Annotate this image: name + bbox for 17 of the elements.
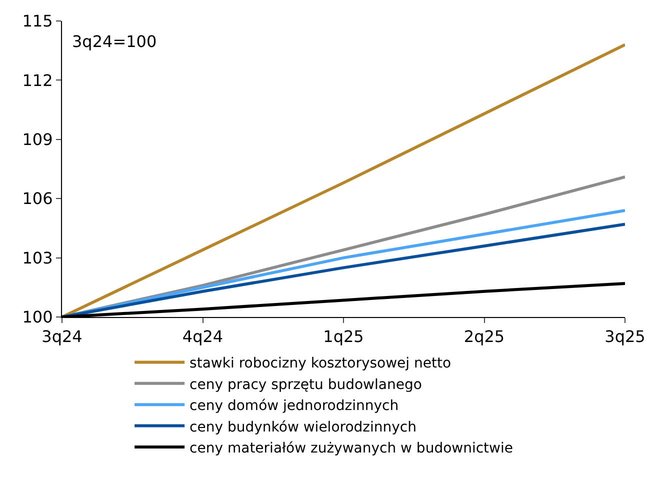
legend-label: ceny materiałów zużywanych w budownictwie — [190, 440, 513, 456]
y-tick-label: 109 — [22, 130, 53, 149]
y-tick-label: 106 — [22, 189, 53, 208]
x-tick-label: 2q25 — [464, 327, 505, 346]
legend-label: ceny domów jednorodzinnych — [190, 398, 399, 414]
x-tick-label: 4q24 — [182, 327, 224, 346]
x-tick-label: 1q25 — [323, 327, 364, 346]
legend-label: ceny pracy sprzętu budowlanego — [190, 376, 422, 393]
y-tick-label: 115 — [22, 12, 53, 31]
legend-label: ceny budynków wielorodzinnych — [190, 419, 417, 436]
x-tick-label: 3q24 — [42, 327, 82, 346]
x-tick-label: 3q25 — [604, 327, 646, 346]
y-tick-label: 100 — [22, 308, 53, 327]
y-tick-label: 103 — [22, 248, 53, 268]
legend-label: stawki robocizny kosztorysowej netto — [190, 356, 452, 372]
annotation: 3q24=100 — [72, 32, 157, 51]
y-tick-label: 112 — [22, 70, 53, 90]
